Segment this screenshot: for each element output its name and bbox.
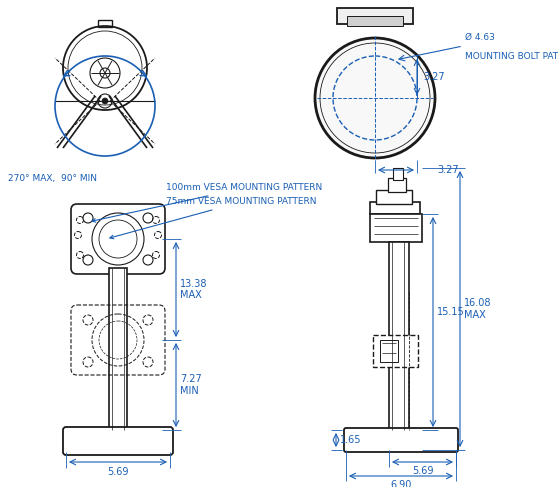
Bar [376,190,412,204]
Bar [389,242,409,430]
Circle shape [395,60,397,63]
Bar [373,335,418,367]
Text: 13.38
MAX: 13.38 MAX [180,279,208,300]
Bar [369,88,381,108]
Text: 5.69: 5.69 [107,467,129,477]
Bar [370,214,422,242]
Text: 270° MAX,  90° MIN: 270° MAX, 90° MIN [8,173,97,183]
Text: 7.27
MIN: 7.27 MIN [180,374,202,396]
Text: 5.69: 5.69 [412,466,433,476]
Text: 1.65: 1.65 [340,435,362,445]
Circle shape [100,68,110,78]
Text: Ø 4.63: Ø 4.63 [465,33,495,42]
Circle shape [395,133,397,136]
Text: 6.90: 6.90 [390,480,412,487]
Text: 16.08
MAX: 16.08 MAX [464,298,492,320]
Bar [366,84,384,112]
Bar [370,202,420,214]
Bar [393,168,403,180]
Circle shape [416,96,418,99]
Bar [337,8,413,24]
Bar [388,178,406,192]
FancyBboxPatch shape [63,427,173,455]
Circle shape [98,94,112,108]
Circle shape [102,98,108,104]
Circle shape [315,38,435,158]
Bar [347,16,403,26]
Text: 75mm VESA MOUNTING PATTERN: 75mm VESA MOUNTING PATTERN [110,198,316,239]
Circle shape [353,60,355,63]
Bar [109,268,127,430]
Text: 3.27: 3.27 [423,72,445,82]
Text: 15.15: 15.15 [437,307,465,317]
Text: 3.27: 3.27 [437,165,459,175]
FancyBboxPatch shape [71,204,165,274]
Circle shape [353,133,355,136]
Circle shape [90,58,120,88]
Text: 100mm VESA MOUNTING PATTERN: 100mm VESA MOUNTING PATTERN [92,184,323,222]
Bar [98,20,112,27]
Circle shape [331,96,334,99]
Text: MOUNTING BOLT PATTERN: MOUNTING BOLT PATTERN [465,52,558,61]
FancyBboxPatch shape [344,428,458,452]
Bar [380,340,398,362]
